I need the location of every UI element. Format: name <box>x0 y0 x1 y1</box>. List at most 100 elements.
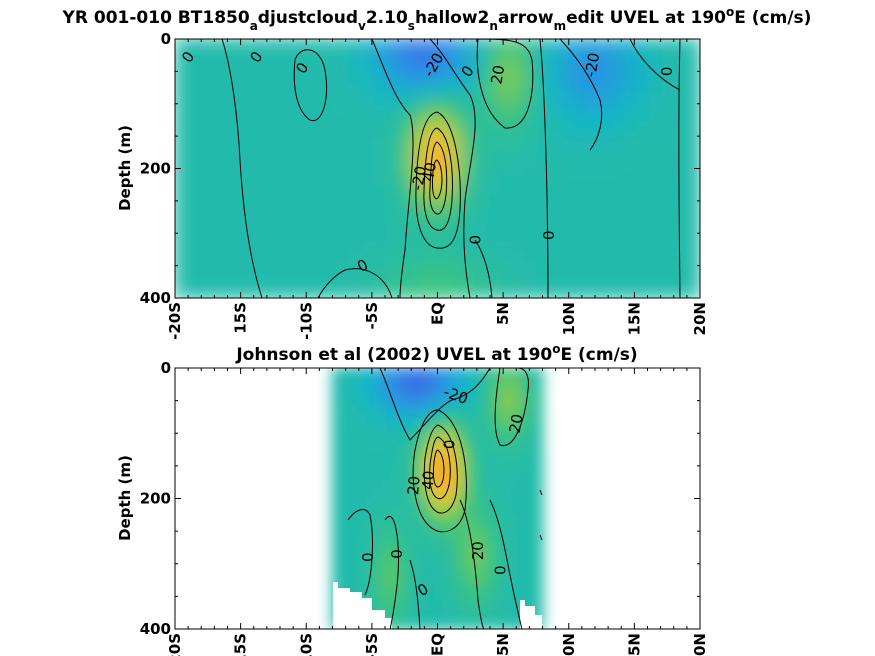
field-cell <box>361 149 376 161</box>
field-cell <box>249 75 264 87</box>
field-cell <box>411 186 426 198</box>
contour-label: 0 <box>540 230 558 240</box>
field-cell <box>441 590 449 603</box>
field-cell <box>361 269 376 281</box>
field-cell <box>536 149 551 161</box>
field-cell <box>461 422 469 435</box>
field-cell <box>401 394 409 407</box>
contour-label: 0 <box>467 235 485 245</box>
field-cell <box>261 241 276 253</box>
field-cell <box>486 241 501 253</box>
field-cell <box>506 600 514 612</box>
field-cell <box>636 223 651 235</box>
field-cell <box>524 75 539 87</box>
field-cell <box>224 167 239 179</box>
field-cell <box>411 213 426 225</box>
field-cell <box>346 441 354 453</box>
field-cell <box>411 609 419 621</box>
field-cell <box>461 102 476 114</box>
field-cell <box>446 600 454 612</box>
field-cell <box>499 167 514 179</box>
field-cell <box>311 167 326 179</box>
field-cell <box>451 600 459 612</box>
field-cell <box>361 112 376 124</box>
field-cell <box>486 195 501 207</box>
field-cell <box>536 488 544 500</box>
field-cell <box>416 385 424 397</box>
field-cell <box>424 195 439 207</box>
field-cell <box>649 278 664 290</box>
field-cell <box>236 130 251 142</box>
field-cell <box>474 186 489 198</box>
field-cell <box>499 213 514 225</box>
field-cell <box>474 39 489 50</box>
field-cell <box>524 84 539 96</box>
field-cell <box>456 432 464 444</box>
field-cell <box>381 413 389 425</box>
field-cell <box>526 600 534 612</box>
field-cell <box>501 469 509 481</box>
field-cell <box>341 581 349 593</box>
field-cell <box>441 516 449 528</box>
field-cell <box>501 618 509 629</box>
field-cell <box>524 158 539 170</box>
field-cell <box>476 441 484 453</box>
field-cell <box>536 39 551 50</box>
field-cell <box>524 232 539 244</box>
field-cell <box>331 432 339 444</box>
field-cell <box>386 432 394 444</box>
field-cell <box>391 553 399 565</box>
field-cell <box>186 167 201 179</box>
field-cell <box>211 158 226 170</box>
field-cell <box>521 544 529 556</box>
field-cell <box>401 553 409 565</box>
field-cell <box>351 422 359 435</box>
field-cell <box>374 195 389 207</box>
field-cell <box>431 506 439 519</box>
field-cell <box>391 469 399 481</box>
field-cell <box>446 497 454 509</box>
field-cell <box>449 167 464 179</box>
field-cell <box>331 506 339 519</box>
field-cell <box>511 241 526 253</box>
field-cell <box>451 404 459 416</box>
field-cell <box>361 460 369 472</box>
field-cell <box>224 176 239 188</box>
field-cell <box>349 213 364 225</box>
field-cell <box>411 534 419 547</box>
field-cell <box>411 394 419 407</box>
title-segment: E (cm/s) <box>560 345 637 365</box>
field-cell <box>611 287 626 298</box>
field-cell <box>674 232 689 244</box>
field-cell <box>474 232 489 244</box>
field-cell <box>516 413 524 425</box>
field-cell <box>411 441 419 453</box>
field-cell <box>336 130 351 142</box>
field-cell <box>506 376 514 388</box>
field-cell <box>351 432 359 444</box>
field-cell <box>424 75 439 87</box>
x-tick-label: -10S <box>297 302 315 340</box>
field-cell <box>336 149 351 161</box>
field-cell <box>476 478 484 491</box>
field-cell <box>421 385 429 397</box>
field-cell <box>536 56 551 68</box>
field-cell <box>526 385 534 397</box>
field-cell <box>411 413 419 425</box>
field-cell <box>324 250 339 262</box>
field-cell <box>361 413 369 425</box>
field-cell <box>586 39 601 50</box>
field-cell <box>406 422 414 435</box>
field-cell <box>406 432 414 444</box>
field-cell <box>501 422 509 435</box>
field-cell <box>466 600 474 612</box>
field-cell <box>351 413 359 425</box>
field-cell <box>524 47 539 59</box>
field-cell <box>366 562 374 575</box>
field-cell <box>341 441 349 453</box>
field-cell <box>536 65 551 77</box>
field-cell <box>299 75 314 87</box>
field-cell <box>406 478 414 491</box>
field-cell <box>349 102 364 114</box>
